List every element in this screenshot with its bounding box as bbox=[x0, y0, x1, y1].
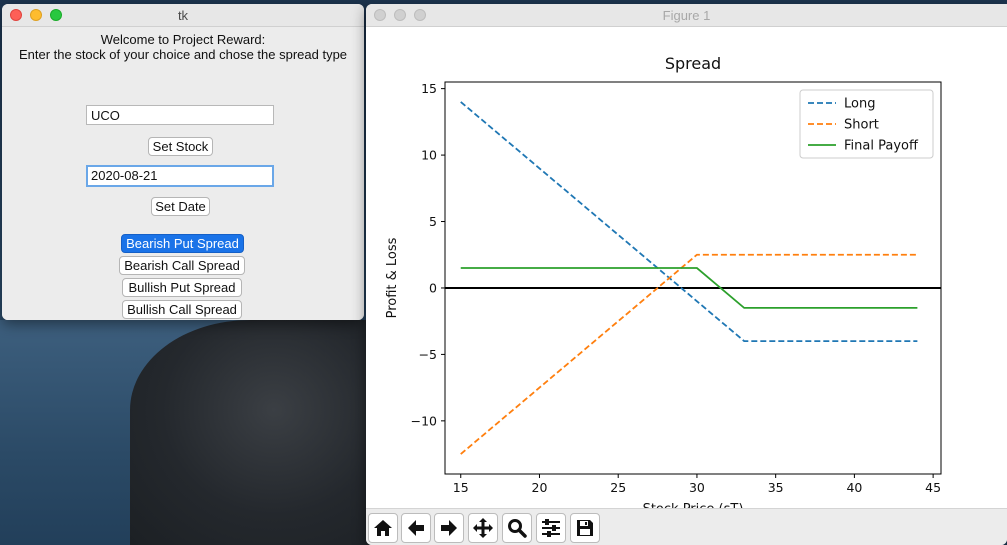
series-line-long bbox=[460, 101, 918, 343]
back-arrow-icon[interactable] bbox=[401, 513, 431, 543]
y-tick-label: 15 bbox=[421, 81, 437, 96]
home-icon[interactable] bbox=[368, 513, 398, 543]
bearish-call-spread-button[interactable]: Bearish Call Spread bbox=[119, 256, 245, 275]
matplotlib-toolbar bbox=[366, 508, 1007, 545]
x-tick-label: 45 bbox=[925, 480, 941, 495]
minimize-icon[interactable] bbox=[30, 9, 42, 21]
x-tick-label: 15 bbox=[453, 480, 469, 495]
tk-window: tk Welcome to Project Reward: Enter the … bbox=[2, 4, 364, 320]
x-tick-label: 35 bbox=[768, 480, 784, 495]
x-tick-label: 20 bbox=[532, 480, 548, 495]
maximize-icon[interactable] bbox=[50, 9, 62, 21]
zoom-icon[interactable] bbox=[502, 513, 532, 543]
close-icon[interactable] bbox=[374, 9, 386, 21]
figure-titlebar[interactable]: Figure 1 bbox=[366, 4, 1007, 27]
legend-box bbox=[799, 89, 934, 159]
tk-window-title: tk bbox=[177, 8, 189, 23]
bullish-put-spread-button[interactable]: Bullish Put Spread bbox=[122, 278, 242, 297]
series-line-short bbox=[460, 253, 918, 455]
series-line-final-payoff bbox=[460, 267, 918, 309]
x-tick-label: 30 bbox=[689, 480, 705, 495]
set-date-button[interactable]: Set Date bbox=[151, 197, 210, 216]
y-tick-label: 5 bbox=[429, 214, 437, 229]
pan-icon[interactable] bbox=[468, 513, 498, 543]
maximize-icon[interactable] bbox=[414, 9, 426, 21]
y-tick-label: −5 bbox=[419, 347, 437, 362]
plot-frame bbox=[444, 81, 942, 475]
forward-arrow-icon[interactable] bbox=[434, 513, 464, 543]
bullish-call-spread-button[interactable]: Bullish Call Spread bbox=[122, 300, 242, 319]
figure-window: Figure 1 Spread 15 20 25 30 35 40 45 15 10 5 0 −5 −10… bbox=[366, 4, 1007, 545]
x-tick-label: 25 bbox=[610, 480, 626, 495]
welcome-text: Welcome to Project Reward: Enter the sto… bbox=[2, 32, 364, 62]
legend-label: Long bbox=[844, 97, 875, 112]
legend-label: Final Payoff bbox=[844, 139, 919, 154]
chart-title: Spread bbox=[665, 54, 721, 73]
tk-titlebar[interactable]: tk bbox=[2, 4, 364, 27]
welcome-line-1: Welcome to Project Reward: bbox=[100, 32, 266, 47]
desktop-wallpaper-rock bbox=[130, 320, 370, 545]
save-icon[interactable] bbox=[570, 513, 600, 543]
stock-input[interactable]: UCO bbox=[86, 105, 274, 125]
bearish-put-spread-button[interactable]: Bearish Put Spread bbox=[121, 234, 244, 253]
date-input[interactable]: 2020-08-21 bbox=[86, 165, 274, 187]
set-stock-button[interactable]: Set Stock bbox=[148, 137, 213, 156]
y-tick-label: 10 bbox=[421, 148, 437, 163]
figure-window-title: Figure 1 bbox=[662, 8, 711, 23]
close-icon[interactable] bbox=[10, 9, 22, 21]
y-axis-label: Profit & Loss bbox=[385, 237, 400, 318]
y-tick-label: −10 bbox=[411, 413, 437, 428]
legend-label: Short bbox=[844, 118, 879, 133]
configure-subplots-icon[interactable] bbox=[536, 513, 566, 543]
x-tick-label: 40 bbox=[846, 480, 862, 495]
minimize-icon[interactable] bbox=[394, 9, 406, 21]
y-tick-label: 0 bbox=[429, 280, 437, 295]
welcome-line-2: Enter the stock of your choice and chose… bbox=[18, 47, 348, 62]
